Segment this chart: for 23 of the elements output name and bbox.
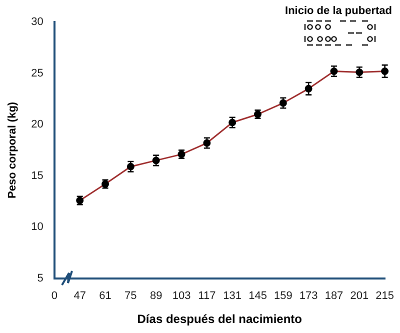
y-tick-label: 15 — [31, 170, 44, 182]
y-tick-label: 10 — [31, 221, 44, 234]
y-tick-label: 5 — [37, 272, 44, 284]
x-tick-label: 215 — [376, 290, 394, 302]
x-tick-label: 145 — [248, 290, 267, 302]
x-tick-label: 173 — [299, 290, 318, 302]
x-tick-label: 75 — [124, 290, 137, 302]
x-tick-label: 47 — [74, 290, 86, 302]
y-tick-label: 25 — [31, 67, 44, 80]
x-tick-label: 61 — [99, 290, 112, 302]
x-tick-label: 117 — [198, 290, 216, 302]
x-tick-label: 187 — [324, 290, 344, 302]
y-tick-label: 30 — [31, 16, 44, 28]
x-tick-label: 103 — [172, 290, 191, 302]
text: Inicio de la pubertad — [285, 5, 392, 17]
x-axis-title: Días después del nacimiento — [137, 312, 302, 326]
x-tick-label: 131 — [223, 290, 242, 302]
y-axis-title: Peso corporal (kg) — [6, 102, 19, 198]
y-tick-label: 20 — [31, 118, 44, 131]
x-tick-label: 201 — [350, 290, 369, 302]
x-tick-label: 89 — [150, 290, 162, 302]
x-tick-label: 0 — [51, 290, 58, 302]
x-tick-label: 159 — [274, 290, 292, 302]
